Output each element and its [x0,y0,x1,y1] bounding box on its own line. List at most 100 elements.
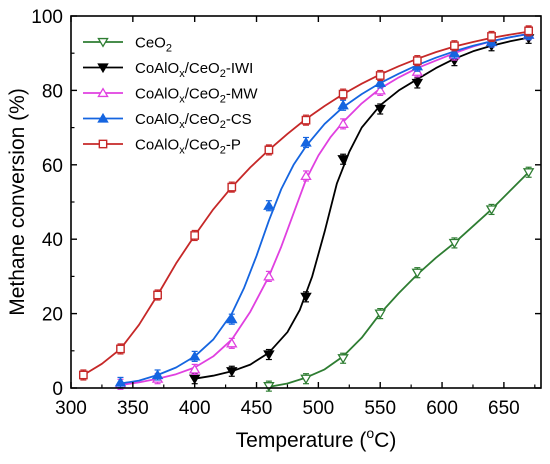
data-point [116,344,125,354]
legend-label-subscript: 2 [220,119,226,131]
x-tick-label: 500 [303,398,335,419]
series-line [82,30,529,376]
data-point [338,89,348,99]
legend-marker [97,87,109,98]
series-layer [78,25,535,392]
data-point [485,205,498,216]
legend-label: CeO2 [135,35,172,55]
data-point [522,168,535,178]
data-point [190,231,200,240]
x-tick-label: 400 [179,398,211,419]
legend-entry-4: CoAlOx/CeO2-P [83,137,241,157]
series-2 [114,28,535,390]
x-axis-title: Temperature (oC) [236,425,397,452]
legend-label-part: -P [226,137,241,154]
legend-label-subscript: x [179,145,185,157]
legend-label-part: CeO [135,35,166,52]
data-point [450,41,459,51]
data-point [448,238,461,249]
legend-label-part: /CeO [185,86,220,103]
data-point [188,350,201,361]
series-3 [114,28,535,389]
legend-label-subscript: x [179,68,185,80]
legend-label-subscript: x [179,119,185,131]
legend-entry-2: CoAlOx/CeO2-MW [83,86,258,106]
series-line [268,171,530,388]
data-point [301,115,311,125]
legend-marker [97,37,109,48]
x-tick-label: 300 [55,398,87,419]
data-point [188,374,201,385]
data-point [263,200,275,210]
legend-marker [97,63,109,74]
data-point [412,56,422,66]
data-point [300,292,312,303]
data-point [374,77,386,88]
y-tick-label: 100 [31,7,63,28]
legend-label-subscript: 2 [220,145,226,157]
legend-label-part: /CeO [185,111,220,128]
series-line [194,36,529,380]
data-point [487,32,496,41]
legend-entry-1: CoAlOx/CeO2-IWI [83,60,253,80]
legend: CeO2CoAlOx/CeO2-IWICoAlOx/CeO2-MWCoAlOx/… [83,35,258,157]
legend-label-subscript: x [179,94,185,106]
data-point [374,104,386,115]
data-point [524,26,534,36]
legend-label-part: CoAlO [135,86,179,103]
x-axis-title-superscript: o [366,425,374,441]
data-point [337,354,349,364]
data-point [337,99,349,110]
data-point [264,145,274,155]
data-point [78,370,88,380]
data-point [188,363,201,374]
data-point [411,268,424,279]
data-point [374,84,386,95]
series-0 [263,166,535,392]
data-point [337,155,349,165]
y-tick-label: 0 [52,379,63,400]
data-point [226,367,238,377]
x-tick-label: 600 [426,398,458,419]
legend-label-subscript: 2 [220,94,226,106]
legend-entry-0: CeO2 [83,35,172,55]
data-point [226,313,238,324]
data-point [226,337,238,348]
legend-label-part: /CeO [185,60,220,77]
series-line [120,33,529,385]
data-point [411,78,424,89]
legend-label-subscript: 2 [220,68,226,80]
data-point [448,47,461,58]
series-line [120,33,529,386]
legend-label-part: -IWI [226,60,254,77]
legend-marker [97,112,109,123]
y-tick-label: 40 [42,230,63,251]
legend-label-part: CoAlO [135,60,179,77]
x-tick-label: 350 [117,398,149,419]
legend-label-part: -MW [226,86,258,103]
data-point [114,376,127,387]
data-point [263,382,275,392]
data-point [300,170,312,181]
legend-label: CoAlOx/CeO2-P [135,137,241,157]
x-axis-title-part: C) [374,429,396,452]
legend-label-part: CoAlO [135,137,179,154]
legend-label-part: CoAlO [135,111,179,128]
legend-entry-3: CoAlOx/CeO2-CS [83,111,252,131]
legend-label: CoAlOx/CeO2-MW [135,86,258,106]
data-point [263,270,275,281]
data-point [300,136,312,147]
x-axis-title-part: Temperature ( [236,429,367,452]
y-axis-title: Methane conversion (%) [6,88,29,316]
y-tick-label: 80 [42,81,63,102]
axes: 300 350 400 450 500 550 600 650 0 20 40 60 80 100 Temp… [6,7,542,452]
legend-label: CoAlOx/CeO2-IWI [135,60,253,80]
legend-label-subscript: 2 [166,43,172,55]
legend-marker [98,139,108,149]
legend-label-part: -CS [226,111,252,128]
series-4 [78,25,534,381]
data-point [337,118,349,128]
legend-label: CoAlOx/CeO2-CS [135,111,252,131]
y-tick-label: 20 [42,305,63,326]
